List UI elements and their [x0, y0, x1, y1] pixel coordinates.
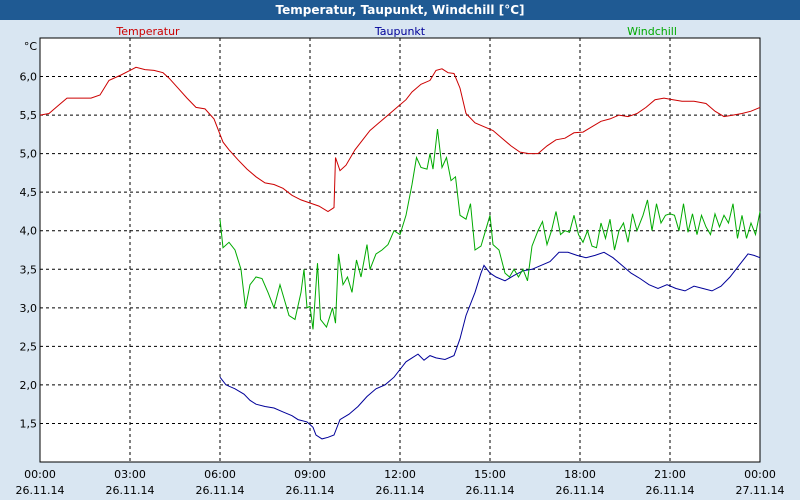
- x-tick-date: 27.11.14: [736, 484, 785, 497]
- x-tick-time: 15:00: [474, 468, 506, 481]
- x-tick-date: 26.11.14: [16, 484, 65, 497]
- legend-entry-windchill: Windchill: [627, 25, 677, 38]
- y-tick-label: 3,0: [20, 302, 38, 315]
- series-line-taupunkt: [219, 251, 761, 440]
- legend-entry-temperatur: Temperatur: [115, 25, 180, 38]
- x-tick-date: 26.11.14: [646, 484, 695, 497]
- x-tick-date: 26.11.14: [106, 484, 155, 497]
- series-line-windchill: [219, 128, 761, 330]
- x-tick-time: 12:00: [384, 468, 416, 481]
- y-tick-label: 5,5: [20, 109, 38, 122]
- x-tick-time: 06:00: [204, 468, 236, 481]
- y-tick-label: 6,0: [20, 71, 38, 84]
- x-tick-time: 03:00: [114, 468, 146, 481]
- x-tick-date: 26.11.14: [556, 484, 605, 497]
- x-tick-time: 09:00: [294, 468, 326, 481]
- x-tick-time: 00:00: [744, 468, 776, 481]
- series-line-temperatur: [39, 66, 761, 213]
- x-tick-time: 21:00: [654, 468, 686, 481]
- y-tick-label: 2,0: [20, 379, 38, 392]
- legend-entry-taupunkt: Taupunkt: [374, 25, 426, 38]
- chart-canvas: 1,5 2,0 2,5 3,0 3,5 4,0 4,5 5,0 5,5 6,0 °C 00:00 26.…: [16, 25, 785, 497]
- y-tick-label: 4,0: [20, 225, 38, 238]
- x-tick-time: 18:00: [564, 468, 596, 481]
- x-tick-date: 26.11.14: [466, 484, 515, 497]
- y-tick-label: 5,0: [20, 148, 38, 161]
- y-axis-label: °C: [24, 40, 38, 53]
- y-tick-label: 4,5: [20, 186, 38, 199]
- x-tick-date: 26.11.14: [196, 484, 245, 497]
- y-tick-label: 3,5: [20, 263, 38, 276]
- y-tick-label: 2,5: [20, 340, 38, 353]
- chart-title: Temperatur, Taupunkt, Windchill [°C]: [0, 0, 800, 20]
- x-tick-date: 26.11.14: [286, 484, 335, 497]
- x-tick-date: 26.11.14: [376, 484, 425, 497]
- y-tick-label: 1,5: [20, 417, 38, 430]
- x-tick-time: 00:00: [24, 468, 56, 481]
